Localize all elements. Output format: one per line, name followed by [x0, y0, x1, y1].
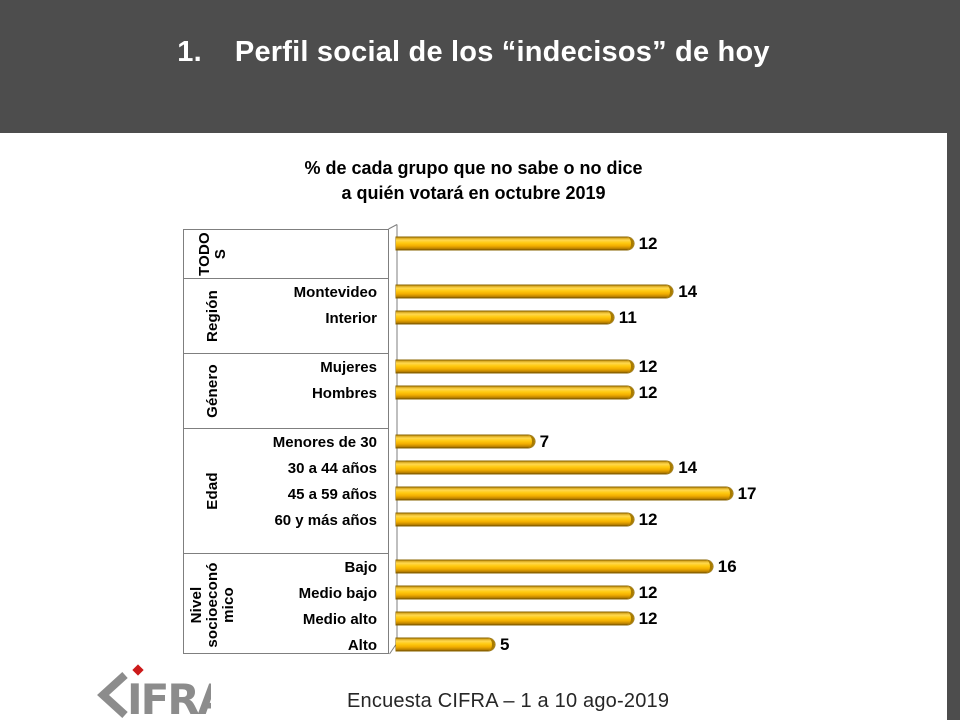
bar-value-label: 7 — [540, 431, 549, 452]
bar-value-label: 12 — [639, 233, 658, 254]
category-group: Edad Menores de 30 30 a 44 años 45 a 59 año… — [184, 428, 388, 553]
bar-value-label: 16 — [718, 556, 737, 577]
group-label: Género — [184, 354, 242, 428]
bar-value-label: 14 — [678, 281, 697, 302]
bar — [396, 360, 634, 373]
category-label: Bajo — [240, 559, 377, 577]
bar — [396, 612, 634, 625]
category-group: TODO S — [184, 230, 388, 278]
group-label-text: Género — [205, 364, 221, 418]
cifra-logo-graphic: IFRA — [93, 663, 211, 720]
bar-value-label: 11 — [619, 307, 637, 328]
bar — [396, 638, 495, 651]
group-label: Región — [184, 279, 242, 353]
bar — [396, 513, 634, 526]
bar-value-label: 17 — [738, 483, 757, 504]
group-label-text: Edad — [205, 472, 221, 509]
bar-value-label: 12 — [639, 608, 658, 629]
bar — [396, 386, 634, 399]
cifra-logo-chevron — [103, 675, 125, 715]
category-group: Nivel socioeconó micoBajo Medio bajo Medio… — [184, 553, 388, 655]
category-label: Menores de 30 — [240, 434, 377, 452]
bar-value-label: 12 — [639, 509, 658, 530]
category-label: 45 a 59 años — [240, 486, 377, 504]
category-label: Hombres — [240, 385, 377, 403]
group-label: TODO S — [184, 230, 242, 278]
bar-value-label: 12 — [639, 356, 658, 377]
cifra-logo: IFRA — [93, 663, 211, 720]
bar-value-label: 12 — [639, 582, 658, 603]
bar — [396, 560, 713, 573]
bar-value-label: 14 — [678, 457, 697, 478]
category-label: Alto — [240, 637, 377, 655]
bar-value-label: 12 — [639, 382, 658, 403]
category-label: 60 y más años — [240, 512, 377, 530]
cifra-logo-text: IFRA — [127, 675, 211, 720]
bar — [396, 586, 634, 599]
category-group: Género Mujeres Hombres — [184, 353, 388, 428]
bar — [396, 285, 673, 298]
category-label: Montevideo — [240, 284, 377, 302]
slide: 1. Perfil social de los “indecisos” de h… — [0, 0, 960, 720]
group-label-text: Nivel socioeconó mico — [189, 562, 237, 647]
bar — [396, 237, 634, 250]
bar — [396, 311, 614, 324]
category-label: 30 a 44 años — [240, 460, 377, 478]
category-label: Medio alto — [240, 611, 377, 629]
source-caption: Encuesta CIFRA – 1 a 10 ago-2019 — [347, 690, 669, 713]
category-label: Mujeres — [240, 359, 377, 377]
category-group: Región Montevideo Interior — [184, 278, 388, 353]
group-label: Edad — [184, 429, 242, 553]
group-label: Nivel socioeconó mico — [184, 554, 242, 655]
cifra-logo-red-dot — [132, 664, 143, 675]
bar-value-label: 5 — [500, 634, 509, 655]
category-label: Interior — [240, 310, 377, 328]
group-label-text: Región — [205, 290, 221, 342]
bar — [396, 461, 673, 474]
group-label-text: TODO S — [197, 232, 229, 276]
category-label: Medio bajo — [240, 585, 377, 603]
category-axis: TODO S Región Montevideo Interior Género Muje… — [183, 229, 389, 654]
bar — [396, 435, 535, 448]
bar — [396, 487, 733, 500]
